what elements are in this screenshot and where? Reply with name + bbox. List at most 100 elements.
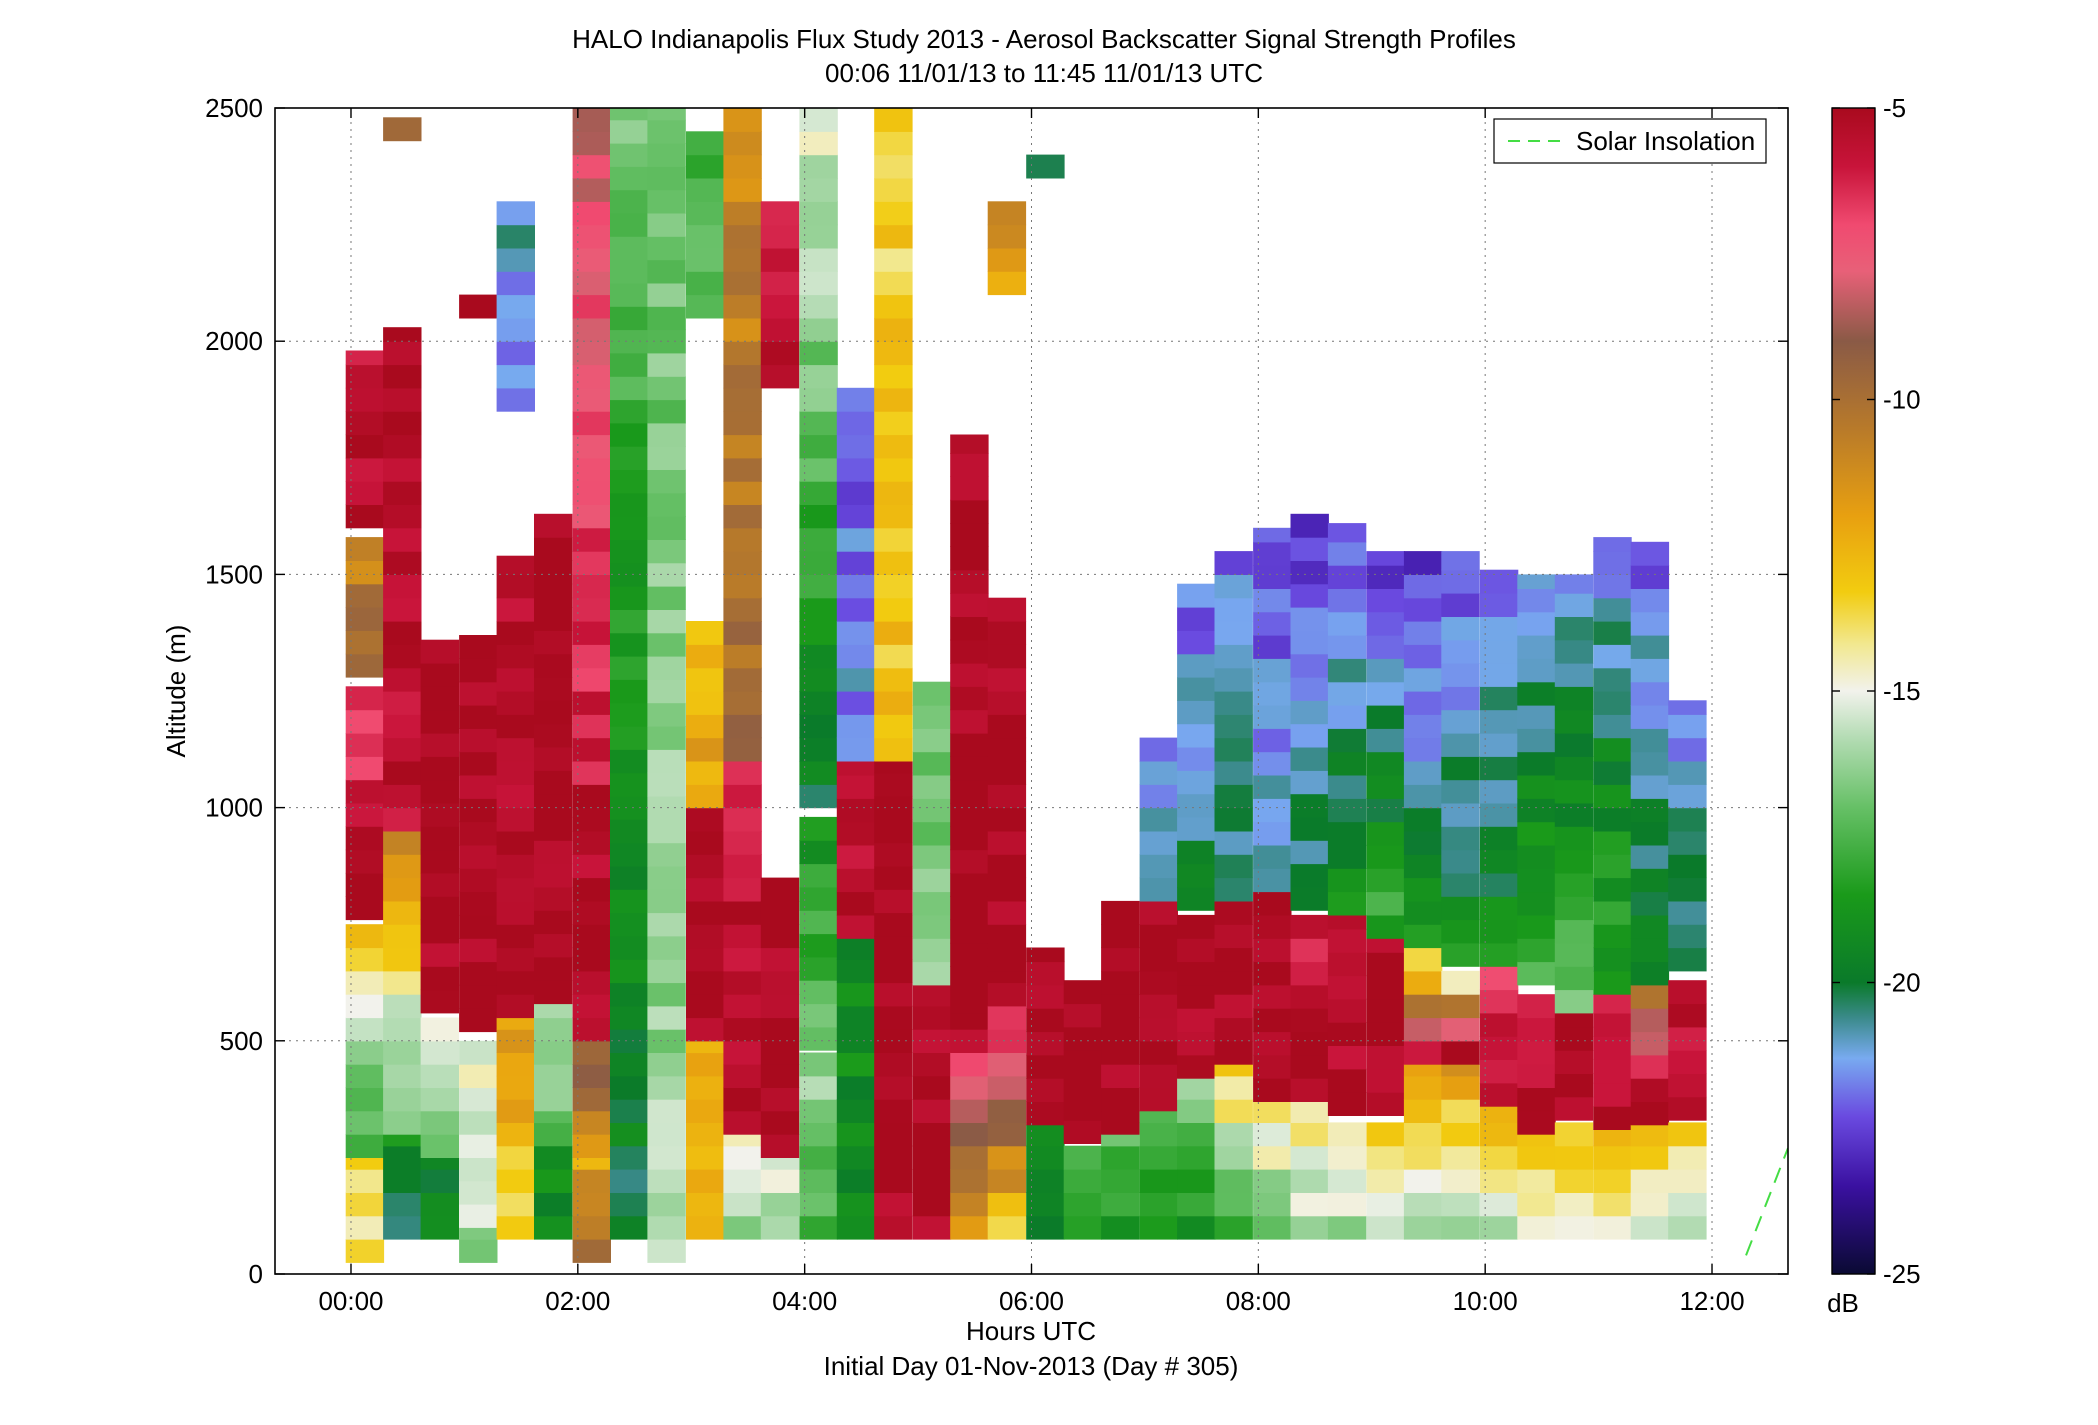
heatmap-cell (1630, 1192, 1670, 1217)
heatmap-cell (686, 131, 725, 156)
heatmap-cell (1593, 1059, 1632, 1084)
heatmap-cell (572, 970, 611, 995)
heatmap-cell (610, 586, 649, 610)
heatmap-cell (912, 1122, 952, 1147)
heatmap-cell (534, 1040, 573, 1065)
heatmap-cell (723, 1064, 762, 1088)
heatmap-cell (496, 1029, 535, 1053)
heatmap-cell (874, 1192, 913, 1217)
heatmap-cell (1403, 1017, 1443, 1042)
heatmap-cell (1177, 1122, 1216, 1147)
heatmap-cell (572, 551, 611, 575)
heatmap-cell (1630, 728, 1670, 753)
heatmap-cell (799, 1192, 838, 1217)
heatmap-cell (1290, 886, 1329, 911)
heatmap-cell (496, 294, 535, 319)
heatmap-cell (1214, 970, 1253, 995)
heatmap-cell (912, 844, 952, 869)
heatmap-cell (496, 924, 535, 949)
heatmap-cell (874, 1099, 913, 1123)
heatmap-cell (572, 224, 611, 249)
heatmap-cell (534, 1017, 573, 1042)
heatmap-cell (572, 131, 611, 156)
heatmap-cell (383, 691, 422, 715)
heatmap-cell (345, 924, 385, 949)
heatmap-cell (836, 1052, 876, 1077)
heatmap-cell (1554, 593, 1594, 617)
heatmap-cell (723, 504, 762, 529)
heatmap-cell (723, 131, 762, 156)
heatmap-cell (799, 840, 838, 865)
heatmap-cell (647, 1122, 686, 1147)
heatmap-cell (912, 938, 952, 963)
heatmap-cell (1366, 1145, 1405, 1170)
heatmap-cell (1517, 1110, 1556, 1135)
heatmap-cell (647, 935, 686, 960)
heatmap-cell (534, 1087, 573, 1112)
heatmap-cell (647, 726, 686, 750)
heatmap-cell (950, 849, 989, 874)
x-axis-sublabel: Initial Day 01-Nov-2013 (Day # 305) (824, 1351, 1239, 1381)
heatmap-cell (1630, 891, 1670, 916)
heatmap-cell (912, 868, 952, 893)
heatmap-cell (572, 737, 611, 762)
heatmap-cell (760, 1192, 800, 1217)
heatmap-cell (723, 830, 762, 855)
heatmap-cell (1668, 854, 1707, 879)
heatmap-cell (1517, 611, 1556, 636)
heatmap-cell (1290, 984, 1329, 1009)
heatmap-cell (534, 886, 573, 911)
heatmap-cell (1403, 1122, 1443, 1147)
heatmap-cell (760, 1040, 800, 1065)
heatmap-cell (1593, 1012, 1632, 1037)
heatmap-cell (836, 1075, 876, 1100)
heatmap-cell (534, 747, 573, 771)
heatmap-cell (1479, 569, 1519, 594)
heatmap-cell (1441, 994, 1480, 1019)
heatmap-cell (1139, 1169, 1178, 1193)
heatmap-cell (572, 411, 611, 436)
heatmap-cell (1554, 709, 1594, 734)
heatmap-cell (836, 667, 876, 692)
heatmap-cell (723, 108, 762, 132)
heatmap-cell (610, 329, 649, 354)
heatmap-cell (1253, 588, 1292, 613)
heatmap-cell (496, 737, 535, 762)
heatmap-cell (647, 702, 686, 727)
heatmap-cell (1593, 761, 1632, 785)
heatmap-cell (760, 1169, 800, 1193)
heatmap-cell (1593, 1169, 1632, 1193)
heatmap-cell (383, 597, 422, 622)
heatmap-cell (420, 989, 459, 1014)
x-tick-label: 00:00 (318, 1286, 383, 1316)
heatmap-cell (647, 772, 686, 797)
heatmap-cell (383, 364, 422, 389)
heatmap-cell (836, 457, 876, 482)
heatmap-cell (345, 411, 385, 436)
heatmap-cell (1327, 952, 1367, 977)
heatmap-cell (1026, 1169, 1065, 1193)
heatmap-cell (950, 1145, 989, 1170)
heatmap-cell (686, 621, 725, 645)
x-tick-label: 02:00 (545, 1286, 610, 1316)
heatmap-cell (760, 1215, 800, 1240)
heatmap-cell (686, 830, 725, 855)
heatmap-cell (1177, 1145, 1216, 1170)
heatmap-cell (1441, 849, 1480, 874)
heatmap-cell (1290, 560, 1329, 585)
heatmap-cell (1479, 1106, 1519, 1123)
heatmap-cell (1668, 1215, 1707, 1240)
heatmap-cell (1441, 593, 1480, 617)
heatmap-cell (1139, 1040, 1178, 1065)
heatmap-cell (345, 779, 385, 804)
heatmap-cell (1668, 761, 1707, 785)
heatmap-cell (1139, 784, 1178, 809)
heatmap-cell (496, 714, 535, 739)
heatmap-cell (383, 434, 422, 459)
heatmap-cell (1327, 1215, 1367, 1240)
heatmap-cell (383, 341, 422, 366)
heatmap-cell (1214, 1192, 1253, 1217)
heatmap-cell (1253, 891, 1292, 916)
heatmap-cell (647, 959, 686, 984)
heatmap-cell (836, 574, 876, 599)
